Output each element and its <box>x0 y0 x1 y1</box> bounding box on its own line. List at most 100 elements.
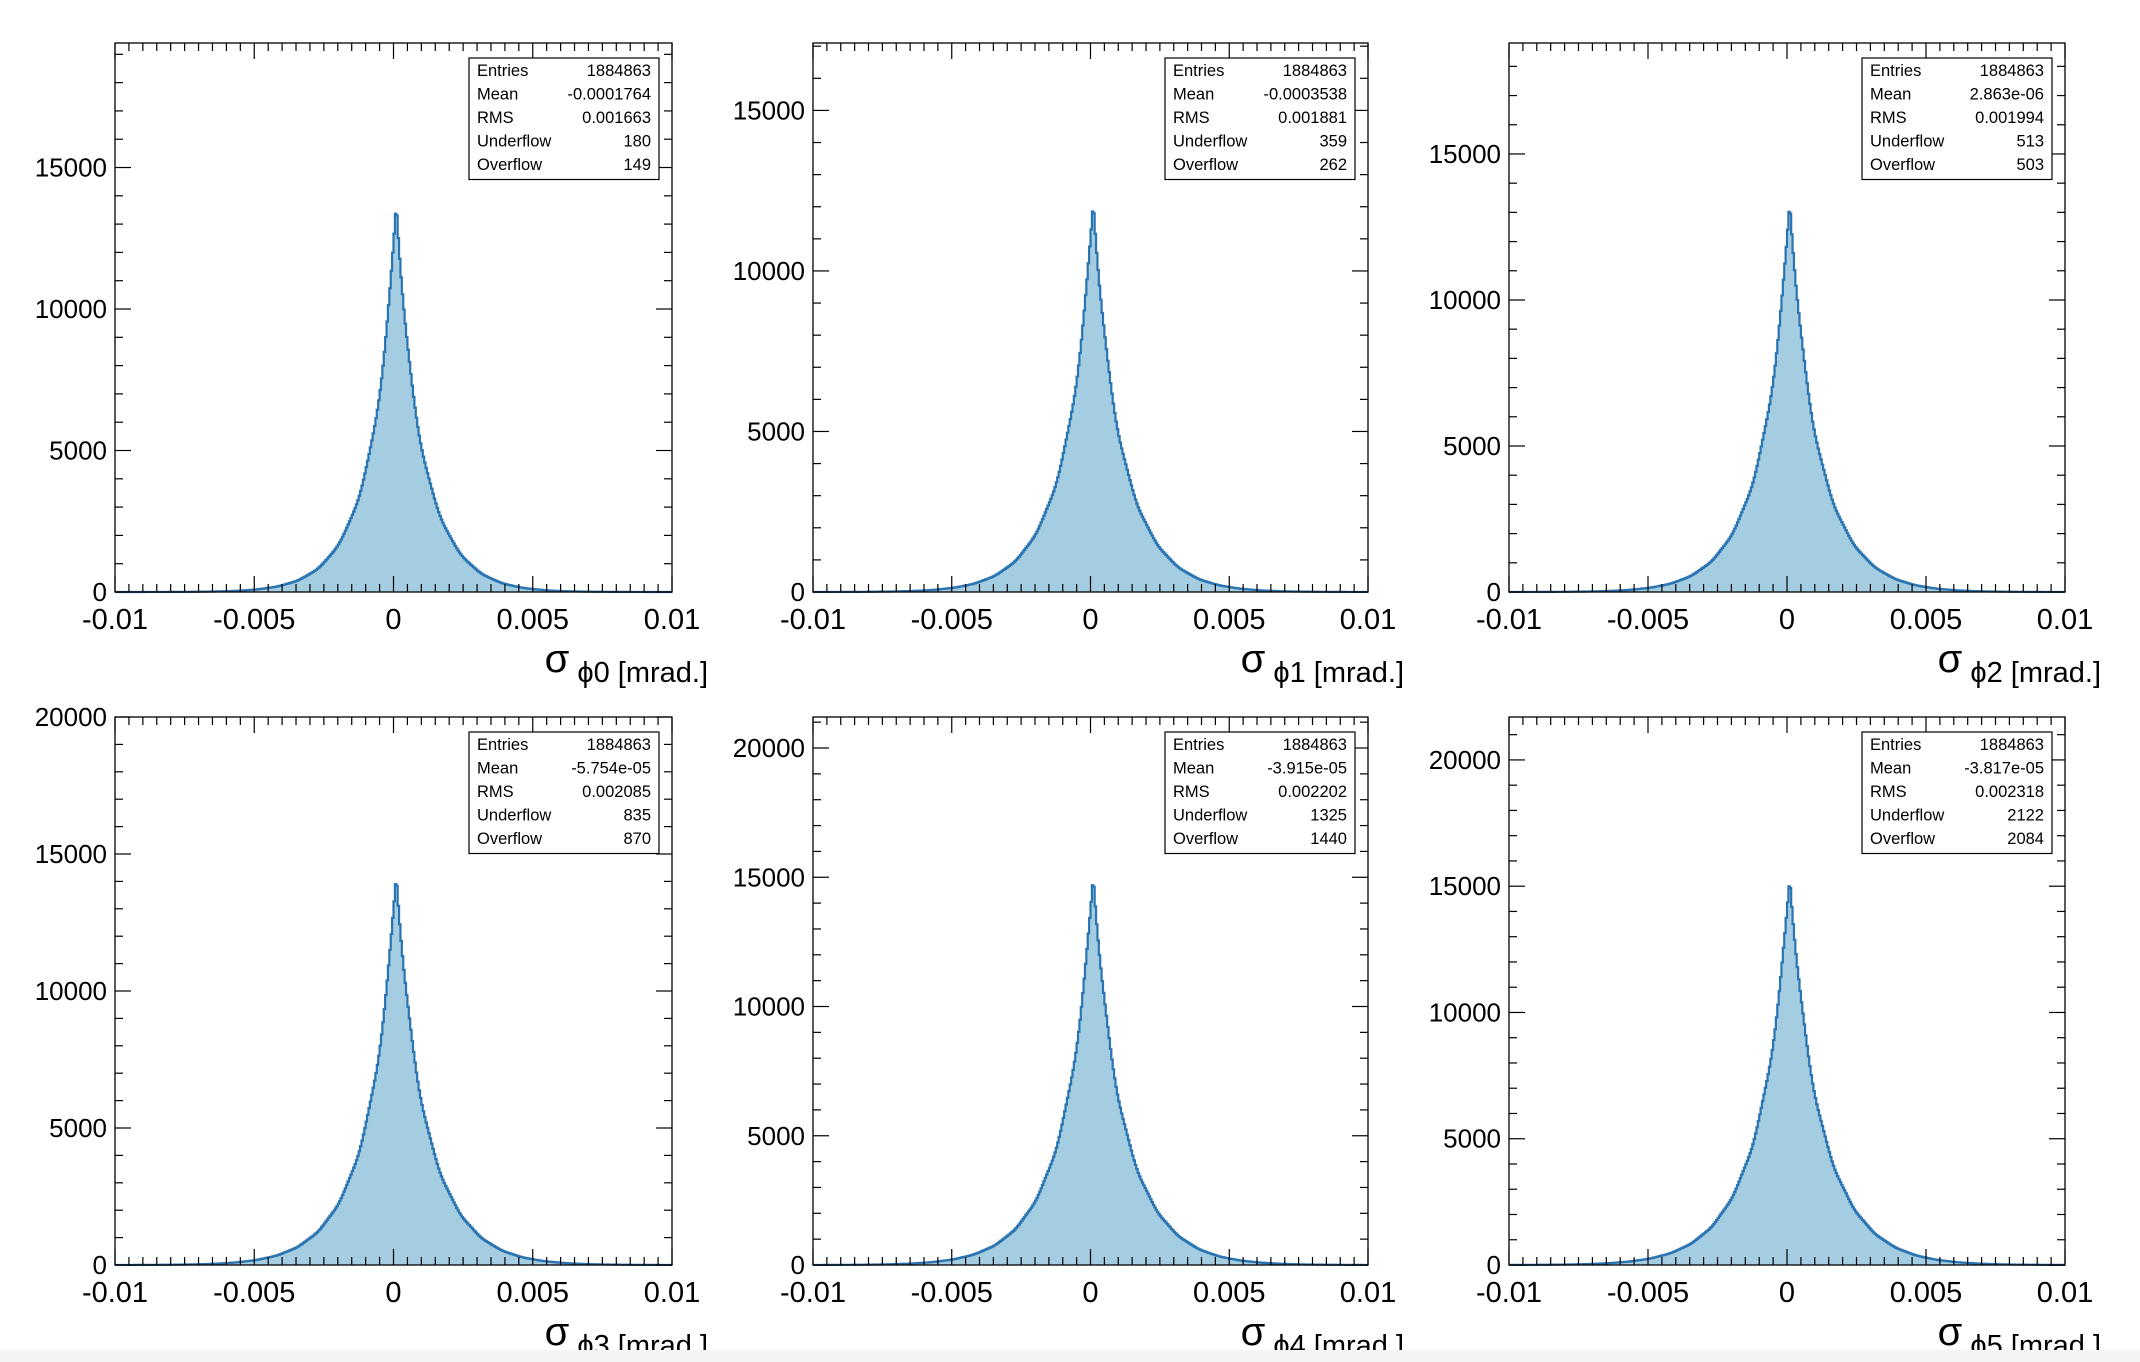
y-tick-label: 0 <box>93 577 107 607</box>
x-axis-label-symbol: σ <box>1241 637 1266 681</box>
x-axis-label: σ ϕ0 [mrad.] <box>545 637 708 689</box>
stats-label: Overflow <box>1870 830 1935 848</box>
y-tick-label: 0 <box>791 1250 805 1280</box>
y-tick-label: 0 <box>791 577 805 607</box>
stats-value: 1884863 <box>587 62 651 80</box>
y-tick-label: 20000 <box>1429 745 1501 775</box>
stats-value: 2.863e-06 <box>1970 86 2044 104</box>
histogram-outline <box>813 210 1368 594</box>
stats-label: Underflow <box>1870 807 1944 825</box>
x-axis-label-symbol: σ <box>1938 637 1963 681</box>
histogram-panel-2: -0.01 -0.005 0 0.005 0.01 0 5000 10000 15000 σ ϕ2 … <box>1429 42 2101 689</box>
stats-value: 149 <box>623 156 651 174</box>
stats-label: Underflow <box>477 133 551 151</box>
stats-value: 1325 <box>1310 807 1347 825</box>
y-tick-label: 10000 <box>1429 997 1501 1027</box>
stats-label: Mean <box>1870 760 1911 778</box>
x-tick-label: 0.005 <box>1193 604 1266 636</box>
x-tick-label: -0.01 <box>82 1277 148 1309</box>
stats-label: Overflow <box>1173 156 1238 174</box>
histogram-outline <box>1509 210 2065 594</box>
x-tick-label: 0.01 <box>1340 1277 1396 1309</box>
stats-label: Mean <box>1173 760 1214 778</box>
y-tick-label: 5000 <box>747 416 805 446</box>
x-tick-label: -0.01 <box>1476 604 1542 636</box>
footer-strip <box>0 1350 2140 1362</box>
stats-label: RMS <box>1870 109 1907 127</box>
x-tick-label: 0.01 <box>2037 1277 2093 1309</box>
histogram-panel-1: -0.01 -0.005 0 0.005 0.01 0 5000 10000 15000 σ ϕ1 … <box>733 42 1404 689</box>
x-tick-label: -0.01 <box>1476 1277 1542 1309</box>
stats-value: 1884863 <box>1283 62 1347 80</box>
y-tick-label: 0 <box>1487 577 1501 607</box>
x-tick-label: 0.005 <box>1890 1277 1963 1309</box>
x-tick-label: 0.005 <box>496 1277 569 1309</box>
x-axis-label: σ ϕ1 [mrad.] <box>1241 637 1404 689</box>
x-tick-label: -0.005 <box>1607 604 1689 636</box>
stats-label: Mean <box>477 760 518 778</box>
y-tick-label: 10000 <box>35 976 107 1006</box>
stats-label: Underflow <box>477 807 551 825</box>
x-tick-label: 0.005 <box>496 604 569 636</box>
histogram-fill <box>813 211 1368 592</box>
stats-value: 0.002202 <box>1278 783 1347 801</box>
histogram-panel-4: -0.01 -0.005 0 0.005 0.01 0 5000 10000 15000 2000… <box>733 716 1404 1362</box>
stats-label: RMS <box>1173 109 1210 127</box>
histogram-panel-3: -0.01 -0.005 0 0.005 0.01 0 5000 10000 15000 2000… <box>35 702 708 1362</box>
stats-box <box>1861 57 2053 181</box>
stats-label: Mean <box>1173 86 1214 104</box>
stats-value: -3.915e-05 <box>1267 760 1347 778</box>
y-tick-label: 15000 <box>733 95 805 125</box>
x-tick-label: 0.01 <box>644 1277 700 1309</box>
histogram-panel-0: -0.01 -0.005 0 0.005 0.01 0 5000 10000 15000 σ ϕ0 … <box>35 42 708 689</box>
y-tick-label: 5000 <box>1443 1124 1501 1154</box>
stats-value: -0.0003538 <box>1264 86 1348 104</box>
x-tick-label: -0.005 <box>213 604 295 636</box>
stats-label: Entries <box>1870 62 1921 80</box>
stats-value: 1884863 <box>1283 736 1347 754</box>
y-tick-label: 15000 <box>35 839 107 869</box>
stats-value: 359 <box>1319 133 1347 151</box>
stats-label: Overflow <box>477 830 542 848</box>
stats-value: 262 <box>1319 156 1347 174</box>
histogram-fill <box>1509 211 2065 592</box>
x-axis-label-subscript: ϕ2 [mrad.] <box>1970 657 2101 689</box>
histogram-outline <box>115 882 672 1267</box>
stats-label: Underflow <box>1173 133 1247 151</box>
y-tick-label: 5000 <box>49 436 107 466</box>
stats-label: Entries <box>477 736 528 754</box>
x-tick-label: -0.005 <box>1607 1277 1689 1309</box>
histogram-outline <box>115 212 672 594</box>
x-axis-label-symbol: σ <box>545 1310 570 1354</box>
histogram-fill <box>813 885 1368 1265</box>
y-tick-label: 10000 <box>1429 285 1501 315</box>
y-tick-label: 10000 <box>733 992 805 1022</box>
stats-value: 0.001994 <box>1975 109 2044 127</box>
stats-value: 835 <box>623 807 651 825</box>
x-axis-label-symbol: σ <box>1938 1310 1963 1354</box>
stats-label: RMS <box>1870 783 1907 801</box>
x-tick-label: 0 <box>1779 1277 1795 1309</box>
stats-box <box>1861 731 2053 855</box>
x-tick-label: 0.01 <box>644 604 700 636</box>
x-tick-label: 0 <box>385 604 401 636</box>
stats-value: 1884863 <box>587 736 651 754</box>
y-tick-label: 20000 <box>35 702 107 732</box>
stats-value: 0.002318 <box>1975 783 2044 801</box>
stats-label: RMS <box>1173 783 1210 801</box>
y-tick-label: 5000 <box>49 1113 107 1143</box>
stats-label: Overflow <box>1870 156 1935 174</box>
x-tick-label: 0.005 <box>1890 604 1963 636</box>
x-tick-label: 0 <box>1082 1277 1098 1309</box>
stats-value: 180 <box>623 133 651 151</box>
y-tick-label: 10000 <box>35 294 107 324</box>
stats-value: 513 <box>2016 133 2044 151</box>
stats-value: -0.0001764 <box>568 86 652 104</box>
y-tick-label: 5000 <box>747 1121 805 1151</box>
x-tick-label: 0 <box>1082 604 1098 636</box>
y-tick-label: 20000 <box>733 733 805 763</box>
stats-value: -5.754e-05 <box>571 760 651 778</box>
stats-value: 0.001663 <box>582 109 651 127</box>
stats-label: Underflow <box>1870 133 1944 151</box>
